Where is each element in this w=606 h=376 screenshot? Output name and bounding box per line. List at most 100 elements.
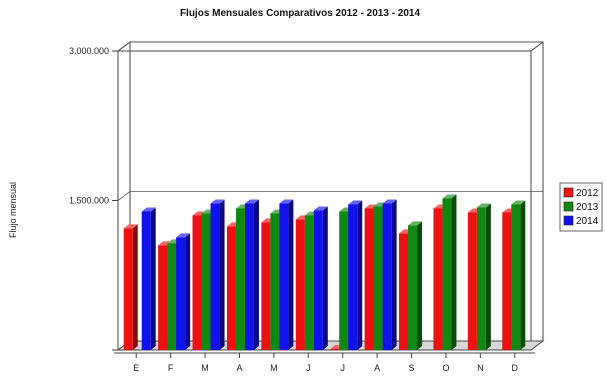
bar-front (313, 210, 323, 350)
bar-side (219, 199, 225, 350)
bar-2014-4 (244, 199, 259, 350)
bar-top (141, 207, 156, 212)
bar-front (235, 208, 245, 350)
bar-2013-10 (442, 194, 457, 350)
y-axis-ticks: 1.500.000 3.000.000 (69, 46, 118, 351)
bar-front (226, 226, 236, 350)
x-tick-label: D (512, 363, 519, 373)
gridlines (117, 41, 543, 201)
bar-side (451, 194, 457, 350)
legend: 2012 2013 2014 (559, 182, 603, 232)
bar-2014-1 (141, 207, 156, 350)
bar-top (123, 224, 138, 229)
bar-front (270, 213, 280, 350)
x-tick-label: F (168, 363, 174, 373)
bar-side (322, 206, 328, 350)
bar-top (442, 194, 457, 199)
bar-front (339, 211, 349, 350)
bar-side (185, 233, 191, 350)
bar-side (150, 207, 156, 350)
bar-front (511, 204, 521, 350)
bar-front (295, 219, 305, 350)
bar-top (348, 200, 363, 205)
x-tick-label: J (306, 363, 311, 373)
bar-top (408, 221, 423, 226)
x-tick-label: A (236, 363, 242, 373)
bar-side (357, 200, 363, 350)
bar-front (382, 203, 392, 350)
x-tick-label: M (201, 363, 209, 373)
x-tick-label: O (442, 363, 449, 373)
bar-front (373, 206, 383, 350)
x-tick-label: A (374, 363, 380, 373)
bars (123, 194, 526, 350)
x-tick-label: E (133, 363, 139, 373)
gridline (117, 191, 543, 201)
bar-front (141, 211, 151, 350)
legend-label: 2013 (576, 202, 599, 213)
bar-front (158, 245, 168, 350)
legend-label: 2012 (576, 188, 599, 199)
y-tick-label: 3.000.000 (69, 46, 109, 56)
bar-2013-9 (408, 221, 423, 350)
bar-front (408, 225, 418, 350)
bar-2014-3 (210, 199, 225, 350)
bar-front (399, 233, 409, 350)
bar-2014-7 (348, 200, 363, 350)
bar-side (132, 224, 138, 350)
bar-front (364, 208, 374, 350)
bar-top (313, 206, 328, 211)
bar-front (330, 349, 340, 350)
x-tick-label: S (409, 363, 415, 373)
bar-front (467, 212, 477, 350)
bar-side (253, 199, 259, 350)
bar-2014-5 (279, 199, 294, 350)
bar-front (210, 203, 220, 350)
bar-front (123, 228, 133, 350)
bar-side (417, 221, 423, 350)
bar-2014-6 (313, 206, 328, 350)
bar-top (511, 200, 526, 205)
bar-front (176, 237, 186, 350)
legend-swatch (563, 215, 574, 226)
x-tick-label: J (340, 363, 345, 373)
bar-2012-1 (123, 224, 138, 350)
bar-front (261, 222, 271, 350)
y-tick-label: 1.500.000 (69, 196, 109, 206)
bar-front (502, 212, 512, 350)
bar-front (192, 215, 202, 350)
x-tick-label: N (477, 363, 484, 373)
bar-front (348, 204, 358, 350)
bar-side (485, 203, 491, 350)
bar-top (244, 199, 259, 204)
bar-front (433, 208, 443, 350)
bar-front (304, 215, 314, 350)
bar-2013-11 (476, 203, 491, 350)
legend-swatch (563, 201, 574, 212)
bar-side (391, 199, 397, 350)
bar-front (167, 243, 177, 350)
bar-top (176, 233, 191, 238)
y-axis-label: Flujo mensual (8, 182, 18, 238)
bar-front (201, 213, 211, 350)
bar-2014-2 (176, 233, 191, 350)
bar-front (244, 203, 254, 350)
bar-front (442, 198, 452, 350)
bar-side (288, 199, 294, 350)
legend-swatch (563, 187, 574, 198)
x-tick-label: M (270, 363, 278, 373)
bar-front (279, 203, 289, 350)
bar-top (476, 203, 491, 208)
legend-label: 2014 (576, 216, 599, 227)
top-right-edge (530, 41, 544, 52)
gridline (117, 41, 543, 52)
bar-2013-12 (511, 200, 526, 350)
bar-top (279, 199, 294, 204)
bar-front (476, 207, 486, 350)
bar-top (382, 199, 397, 204)
chart-title: Flujos Mensuales Comparativos 2012 - 201… (180, 8, 421, 19)
bar-side (520, 200, 526, 350)
bar-top (210, 199, 225, 204)
